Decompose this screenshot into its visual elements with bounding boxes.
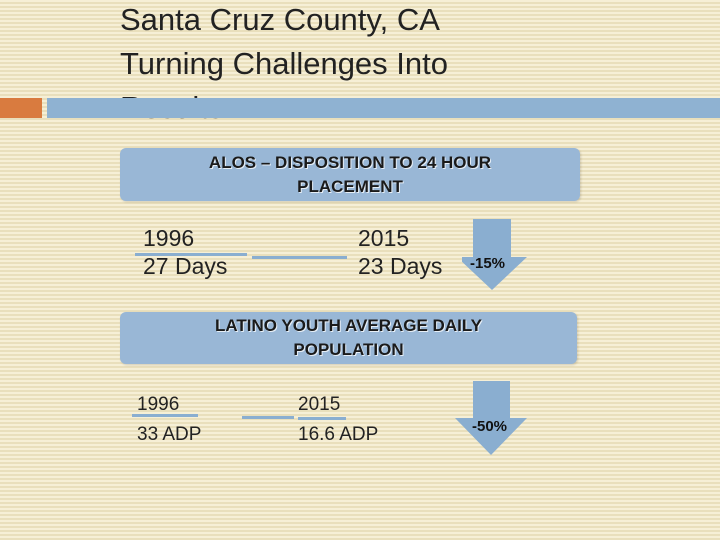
alos-connector-1 [135, 253, 247, 256]
alos-change-percent: -15% [470, 255, 505, 272]
adp-end-year: 2015 [298, 390, 378, 420]
adp-end-value: 16.6 ADP [298, 420, 378, 450]
title-line-2: Turning Challenges Into [120, 42, 640, 86]
alos-banner-line-2: PLACEMENT [297, 175, 403, 199]
adp-banner-line-1: LATINO YOUTH AVERAGE DAILY [215, 314, 482, 338]
alos-connector-2 [252, 256, 347, 259]
adp-banner-line-2: POPULATION [293, 338, 403, 362]
alos-end-stat: 2015 23 Days [358, 224, 442, 280]
adp-connector-2 [242, 416, 294, 419]
alos-start-stat: 1996 27 Days [143, 224, 227, 280]
title-rule-orange [0, 98, 42, 118]
alos-end-value: 23 Days [358, 252, 442, 280]
adp-change-percent: -50% [472, 418, 507, 435]
adp-end-stat: 2015 16.6 ADP [298, 390, 378, 450]
adp-start-stat: 1996 33 ADP [137, 390, 201, 450]
adp-connector-1 [132, 414, 198, 417]
alos-banner-line-1: ALOS – DISPOSITION TO 24 HOUR [209, 151, 491, 175]
title-rule-blue [47, 98, 720, 118]
alos-end-year: 2015 [358, 224, 442, 252]
adp-connector-3 [298, 417, 346, 420]
adp-banner: LATINO YOUTH AVERAGE DAILY POPULATION [120, 312, 577, 364]
adp-start-value: 33 ADP [137, 420, 201, 450]
title-line-1: Santa Cruz County, CA [120, 0, 640, 42]
alos-banner: ALOS – DISPOSITION TO 24 HOUR PLACEMENT [120, 148, 580, 201]
alos-start-value: 27 Days [143, 252, 227, 280]
alos-start-year: 1996 [143, 224, 227, 252]
